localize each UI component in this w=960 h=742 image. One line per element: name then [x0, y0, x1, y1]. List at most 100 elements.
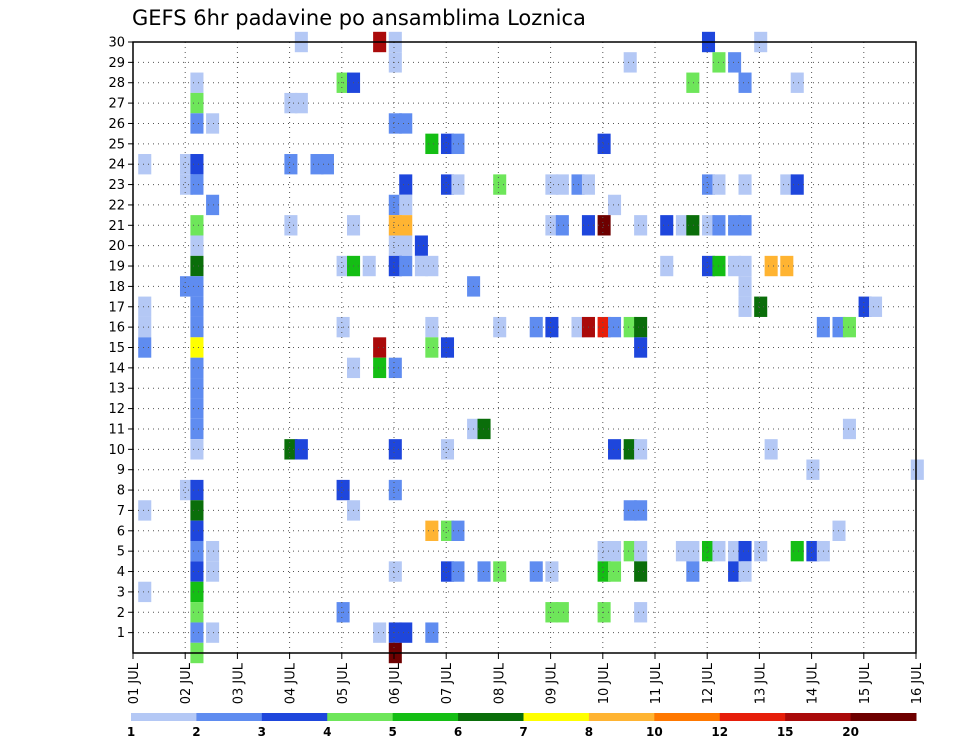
x-tick-label: 07 JUL	[440, 662, 455, 704]
heatmap-cell	[190, 215, 204, 236]
y-tick-label: 9	[117, 463, 125, 478]
heatmap-cell	[320, 154, 334, 175]
heatmap-cell	[190, 357, 204, 379]
heatmap-cell	[190, 540, 204, 562]
x-tick-label: 03 JUL	[231, 662, 246, 704]
heatmap-cell	[362, 255, 376, 277]
heatmap-cell	[206, 113, 220, 134]
y-tick-label: 29	[108, 56, 125, 71]
heatmap-cell	[555, 602, 569, 623]
heatmap-cell	[425, 316, 439, 338]
heatmap-cell	[190, 622, 204, 643]
legend-swatch	[196, 713, 263, 721]
x-tick-label: 05 JUL	[336, 662, 351, 704]
legend-label: 20	[842, 725, 859, 739]
heatmap-cell	[858, 296, 872, 317]
heatmap-cell	[545, 316, 559, 338]
heatmap-cell	[545, 602, 559, 623]
heatmap-cell	[373, 357, 387, 379]
legend-swatch	[588, 713, 655, 721]
x-tick-label: 11 JUL	[649, 662, 664, 704]
heatmap-cell	[190, 581, 204, 603]
heatmap-cell	[790, 540, 804, 562]
heatmap-cell	[597, 133, 611, 155]
heatmap-cell	[190, 235, 204, 256]
heatmap-cell	[190, 520, 204, 541]
heatmap-cell	[190, 316, 204, 338]
heatmap-cell	[728, 561, 742, 582]
heatmap-cell	[190, 337, 204, 358]
legend-swatch	[719, 713, 786, 721]
heatmap-cell	[623, 316, 637, 338]
heatmap-cell	[138, 581, 152, 603]
heatmap-cell	[399, 235, 413, 256]
y-tick-label: 17	[108, 300, 125, 315]
heatmap-cell	[728, 52, 742, 73]
heatmap-cell	[675, 540, 689, 562]
heatmap-cell	[608, 439, 622, 460]
chart-title: GEFS 6hr padavine po ansamblima Loznica	[132, 6, 586, 30]
legend-label: 4	[323, 725, 331, 739]
heatmap-cell	[660, 255, 674, 277]
heatmap-cell	[388, 479, 402, 501]
heatmap-cell	[597, 316, 611, 338]
heatmap-cell	[138, 296, 152, 317]
heatmap-cell	[686, 540, 700, 562]
x-tick-label: 02 JUL	[179, 662, 194, 704]
heatmap-cell	[832, 316, 846, 338]
heatmap-cell	[190, 92, 204, 114]
heatmap-cell	[634, 540, 648, 562]
heatmap-cell	[425, 255, 439, 277]
heatmap-cell	[634, 337, 648, 358]
x-tick-label: 14 JUL	[806, 662, 821, 704]
y-tick-label: 24	[108, 158, 125, 173]
heatmap-cell	[608, 561, 622, 582]
heatmap-cell	[179, 276, 194, 297]
heatmap-cell	[425, 337, 439, 358]
heatmap-cell	[764, 439, 778, 460]
heatmap-cell	[399, 622, 413, 643]
heatmap-cell	[545, 561, 559, 582]
heatmap-cell	[634, 215, 648, 236]
heatmap-cell	[686, 215, 700, 236]
x-tick-label: 10 JUL	[597, 662, 612, 704]
heatmap-cell	[440, 439, 455, 460]
heatmap-cell	[190, 174, 204, 195]
heatmap-cell	[686, 561, 700, 582]
heatmap-cell	[738, 215, 752, 236]
heatmap-cell	[477, 561, 491, 582]
heatmap-cell	[190, 439, 204, 460]
heatmap-cell	[529, 561, 543, 582]
heatmap-cell	[623, 540, 637, 562]
heatmap-cell	[623, 439, 637, 460]
heatmap-cell	[425, 133, 439, 155]
heatmap-cell	[414, 255, 428, 277]
legend-label: 7	[519, 725, 527, 739]
y-tick-label: 10	[108, 443, 125, 458]
heatmap-cell	[440, 133, 455, 155]
heatmap-cell	[138, 316, 152, 338]
heatmap-cell	[597, 561, 611, 582]
heatmap-cell	[842, 418, 856, 440]
heatmap-cell	[493, 561, 507, 582]
heatmap-cell	[451, 561, 465, 582]
y-tick-label: 19	[108, 260, 125, 275]
y-tick-label: 15	[108, 341, 125, 356]
heatmap-cell	[284, 439, 298, 460]
y-tick-label: 8	[117, 484, 125, 499]
heatmap-cell	[190, 561, 204, 582]
heatmap-cell	[555, 174, 569, 195]
heatmap-cell	[451, 520, 465, 541]
heatmap-cell	[190, 296, 204, 317]
heatmap-cell	[399, 174, 413, 195]
heatmap-cell	[388, 52, 402, 73]
x-tick-label: 04 JUL	[284, 662, 299, 704]
heatmap-cell	[764, 255, 778, 277]
legend-label: 5	[388, 725, 396, 739]
heatmap-cell	[206, 540, 220, 562]
y-tick-label: 16	[108, 321, 125, 336]
heatmap-cell	[440, 337, 455, 358]
legend-label: 12	[711, 725, 728, 739]
heatmap-cell	[388, 357, 402, 379]
